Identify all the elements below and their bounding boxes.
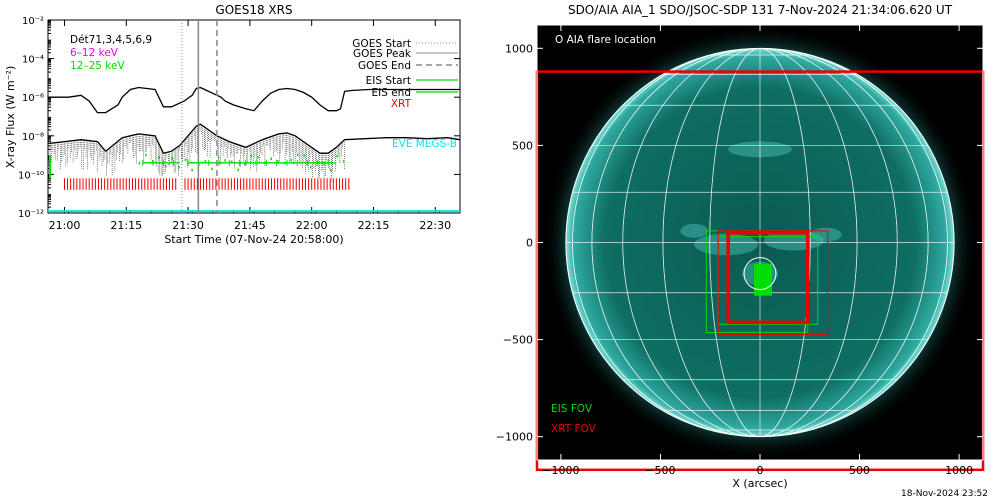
rhessi-high-mark	[316, 161, 319, 164]
rhessi-high-mark	[250, 154, 253, 158]
rhessi-high-mark	[277, 160, 279, 163]
rhessi-high-mark	[263, 161, 266, 165]
legend-eis-end-label: EIS end	[371, 87, 411, 99]
rhessi-high-mark	[296, 153, 299, 157]
x-axis-label: Start Time (07-Nov-24 20:58:00)	[164, 233, 343, 246]
legend-goes-peak-label: GOES Peak	[353, 48, 412, 60]
y-tick-label: 500	[512, 139, 533, 152]
rhessi-high-mark	[270, 157, 272, 161]
x-tick-label: 22:00	[296, 219, 328, 232]
rhessi-high-mark	[244, 163, 246, 166]
x-tick-label: 22:30	[419, 219, 451, 232]
y-tick-label: −500	[503, 334, 533, 347]
y-tick-label: −1000	[496, 431, 533, 444]
x-tick-label: 21:45	[234, 219, 266, 232]
y-axis-label: X-ray Flux (W m⁻²)	[4, 66, 17, 168]
active-region-glow	[680, 223, 709, 238]
active-region-glow	[809, 227, 842, 242]
rhessi-high-mark	[217, 156, 220, 159]
rhessi-high-mark	[204, 160, 207, 163]
image-title: SDO/AIA AIA_1 SDO/JSOC-SDP 131 7-Nov-202…	[568, 3, 953, 17]
y-tick-label: 10⁻²	[22, 16, 44, 27]
x-tick-label: 22:15	[358, 219, 390, 232]
goes-long-line	[48, 86, 460, 114]
chart-title: GOES18 XRS	[215, 3, 292, 17]
rhessi-high-mark	[178, 166, 180, 169]
x-tick-label: −500	[645, 464, 675, 477]
legend-eis-start-label: EIS Start	[366, 75, 411, 87]
legend-eve-label: EVE MEGS-B	[392, 138, 457, 150]
y-tick-label: 10⁻¹²	[18, 209, 44, 220]
rhessi-high-mark	[138, 162, 141, 165]
flare-location-label: O AIA flare location	[555, 34, 656, 46]
legend-goes-end-label: GOES End	[358, 60, 411, 72]
legend-low-energy: 6–12 keV	[70, 47, 119, 59]
rhessi-high-mark	[342, 160, 345, 163]
rhessi-high-mark	[283, 162, 286, 165]
rhessi-high-mark	[224, 159, 226, 162]
rhessi-high-mark	[290, 158, 292, 162]
x-tick-label: 500	[849, 464, 870, 477]
legend-high-energy: 12–25 keV	[70, 60, 125, 72]
x-tick-label: 21:00	[49, 219, 81, 232]
aia-image-panel: SDO/AIA AIA_1 SDO/JSOC-SDP 131 7-Nov-202…	[496, 3, 988, 499]
x-tick-label: 21:30	[172, 219, 204, 232]
rhessi-high-mark	[197, 163, 200, 167]
active-region-glow	[694, 233, 759, 256]
solar-limb	[565, 47, 955, 438]
rhessi-high-mark	[211, 167, 213, 171]
legend-detectors: Dét71,3,4,5,6,9	[70, 34, 152, 46]
rhessi-high-mark	[158, 156, 160, 159]
rhessi-high-mark	[145, 153, 147, 157]
x-tick-label: 0	[757, 464, 764, 477]
rhessi-high-mark	[323, 162, 325, 166]
rhessi-high-mark	[310, 166, 312, 169]
rhessi-high-mark	[171, 157, 174, 160]
y-tick-label: 10⁻¹⁰	[18, 170, 44, 181]
rhessi-high-mark	[329, 168, 332, 172]
rhessi-high-mark	[230, 160, 233, 163]
rhessi-high-mark	[184, 158, 187, 161]
goes-short-noise	[49, 124, 345, 182]
x-tick-label: −1000	[542, 464, 579, 477]
y-tick-label: 10⁻⁸	[22, 132, 44, 143]
rhessi-high-mark	[151, 159, 154, 163]
y-tick-label: 10⁻⁴	[22, 55, 44, 66]
legend-xrt-label: XRT	[391, 98, 412, 110]
y-tick-label: 10⁻⁶	[22, 93, 44, 104]
y-tick-label: 1000	[505, 42, 533, 55]
rhessi-high-mark	[257, 156, 259, 159]
heliographic-grid	[565, 48, 955, 437]
rhessi-high-mark	[165, 164, 167, 168]
x-tick-label: 1000	[945, 464, 973, 477]
xrt-fov-label: XRT FOV	[551, 423, 597, 435]
xrt-fov-small	[726, 231, 810, 325]
rhessi-high-mark	[336, 154, 338, 158]
rhessi-high-mark	[303, 154, 305, 157]
legend-goes-start-label: GOES Start	[352, 38, 411, 50]
y-tick-label: 0	[526, 237, 533, 250]
rhessi-high-mark	[237, 168, 240, 172]
flare-location-circle	[743, 257, 777, 291]
eis-fov-label: EIS FOV	[551, 403, 593, 415]
footer-timestamp: 18-Nov-2024 23:52	[901, 489, 988, 499]
eis-slit-raster	[754, 263, 772, 296]
goes-lightcurve-panel: GOES18 XRS 10⁻² 10⁻⁴ 10⁻⁶ 10⁻⁸ 10⁻¹⁰ 10⁻¹² 21:0…	[4, 3, 461, 246]
x-axis-label: X (arcsec)	[732, 477, 787, 490]
xrt-fov-thin	[717, 230, 829, 335]
x-tick-label: 21:15	[110, 219, 142, 232]
rhessi-high-mark	[191, 168, 193, 172]
